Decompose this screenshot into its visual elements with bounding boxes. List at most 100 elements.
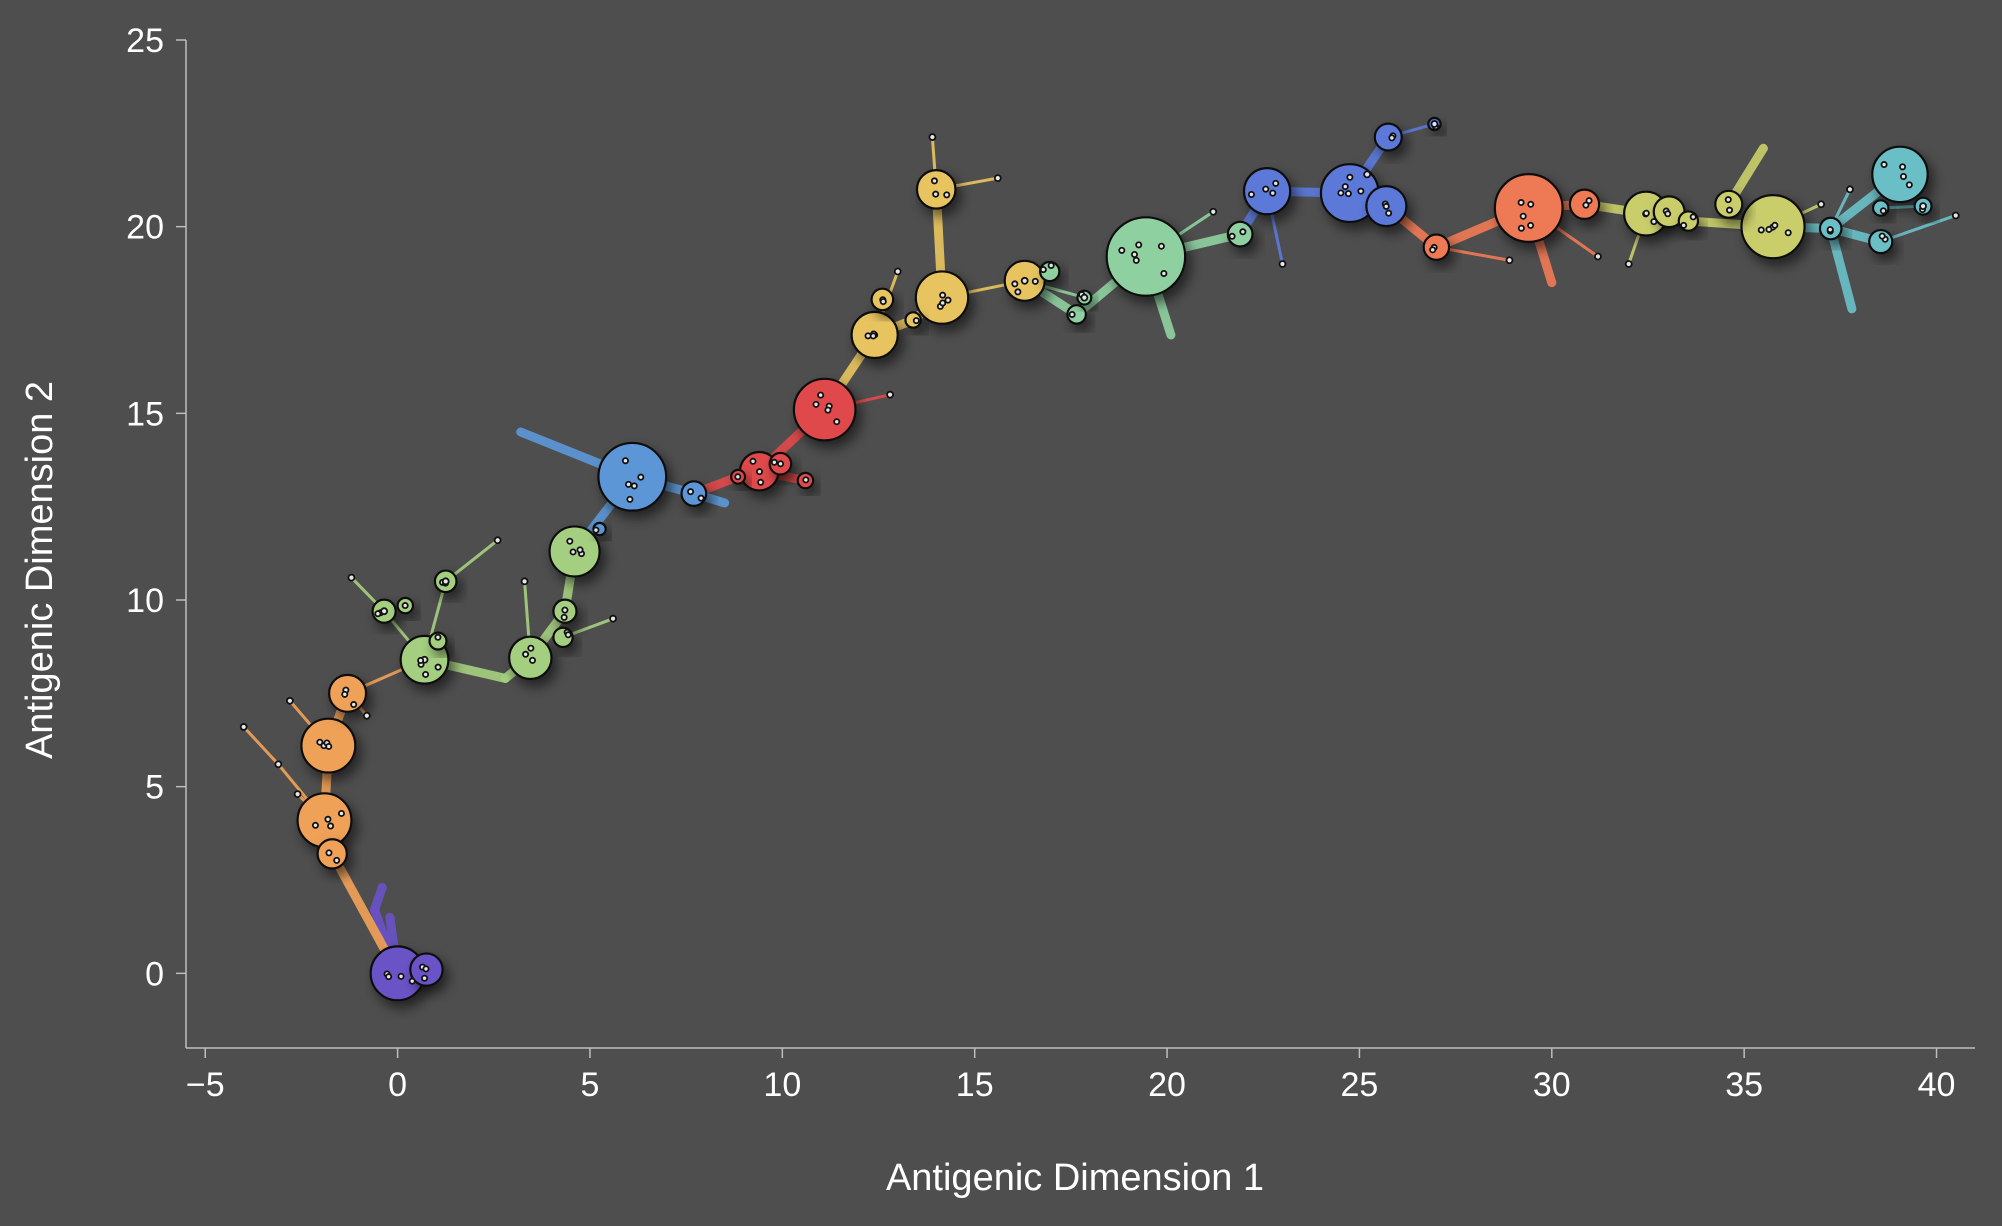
strain-dot (1160, 269, 1168, 277)
strain-dot (380, 607, 389, 616)
strain-dot (1228, 232, 1236, 240)
strain-dot (493, 536, 502, 545)
strain-dot (943, 191, 951, 199)
strain-dot (734, 473, 742, 481)
y-tick-label: 5 (145, 769, 164, 807)
strain-dot (802, 476, 810, 484)
y-tick-label: 15 (126, 395, 164, 433)
strain-dot (1505, 256, 1514, 265)
strain-dot (1899, 163, 1907, 171)
strain-dot (1664, 210, 1672, 218)
strain-dot (441, 577, 450, 586)
y-tick-label: 10 (126, 582, 164, 620)
strain-dot (1519, 212, 1527, 220)
strain-dot (1118, 246, 1126, 254)
cluster-bubble (680, 480, 708, 508)
strain-dot (1527, 221, 1535, 229)
strain-dot (341, 690, 349, 698)
strain-dot (886, 390, 894, 399)
strain-dot (912, 317, 920, 325)
cluster-bubble (1871, 145, 1929, 204)
strain-dot (879, 298, 887, 306)
strain-dot (417, 656, 425, 664)
strain-dot (626, 495, 634, 503)
cluster-bubble (1066, 304, 1087, 325)
strain-dot (1031, 277, 1039, 285)
cluster-bubble (597, 441, 668, 512)
strain-dot (930, 177, 938, 185)
strain-dot (1131, 250, 1139, 258)
strain-dot (374, 610, 382, 618)
strain-dots (239, 120, 1960, 985)
strain-dot (833, 418, 841, 426)
strain-dot (1068, 310, 1076, 318)
cluster-bubble (1868, 228, 1894, 255)
strain-dot (1385, 209, 1393, 217)
strain-dot (293, 790, 302, 799)
strain-dot (569, 548, 577, 556)
strain-dot (1430, 120, 1439, 128)
strain-dot (285, 696, 294, 705)
x-tick-label: 15 (956, 1066, 994, 1104)
strain-dot (893, 267, 902, 276)
strain-dot (1582, 201, 1590, 209)
strain-dot (324, 815, 332, 823)
y-tick-label: 20 (126, 209, 164, 247)
strain-dot (625, 480, 633, 488)
strain-dot (327, 822, 335, 830)
strain-dot (1765, 225, 1773, 233)
x-tick-label: 40 (1918, 1066, 1956, 1104)
strain-dot (1080, 293, 1089, 302)
strain-dot (592, 526, 600, 534)
strain-dot (1878, 232, 1886, 240)
strain-dot (1011, 280, 1019, 288)
cluster-bubble (915, 168, 957, 210)
cluster-edge (370, 882, 387, 915)
strain-dot (1650, 218, 1658, 226)
strain-dot (1879, 207, 1887, 215)
strain-dot (408, 977, 416, 985)
strain-dot (434, 633, 442, 641)
strain-dot (1278, 260, 1287, 268)
strain-dot (1919, 202, 1927, 211)
strain-dot (325, 849, 333, 857)
x-tick-label: 10 (763, 1066, 801, 1104)
strain-dot (1642, 209, 1650, 217)
strain-dot (560, 613, 568, 621)
strain-dot (1724, 196, 1732, 204)
strain-dot (1880, 161, 1888, 169)
strain-dot (755, 468, 763, 476)
strain-dot (824, 406, 832, 414)
strain-dot (1726, 206, 1734, 214)
strain-dot (1757, 226, 1765, 234)
strain-dot (1262, 185, 1270, 193)
cluster-bubble (1373, 122, 1403, 152)
strain-dot (1157, 242, 1165, 250)
strain-dot (749, 457, 757, 465)
strain-dot (1517, 224, 1525, 232)
strain-dot (1346, 173, 1354, 181)
cluster-bubble (1493, 173, 1564, 243)
strain-dot (932, 190, 940, 198)
cluster-edge (1879, 213, 1958, 244)
x-tick-label: 0 (388, 1066, 407, 1104)
strain-dot (529, 656, 537, 664)
strain-dot (576, 546, 584, 554)
strain-dot (630, 482, 638, 490)
x-tick-label: 30 (1533, 1066, 1571, 1104)
strain-dot (564, 631, 572, 639)
y-axis-title: Antigenic Dimension 2 (19, 381, 61, 759)
strain-dot (1689, 213, 1697, 221)
strain-dot (1239, 228, 1247, 236)
strain-dot (1517, 199, 1525, 207)
strain-dot (1429, 246, 1437, 254)
x-tick-label: 5 (581, 1066, 600, 1104)
strain-dot (1344, 190, 1352, 198)
strain-dot (362, 711, 371, 720)
strain-dot (1014, 288, 1022, 296)
strain-dot (1209, 207, 1218, 216)
strain-dot (561, 606, 569, 614)
cluster-bubble (1871, 199, 1890, 217)
